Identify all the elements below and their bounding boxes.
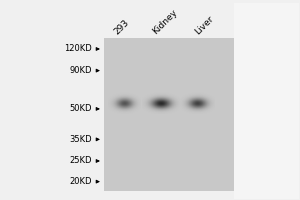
Bar <box>234 3 299 199</box>
Text: Liver: Liver <box>193 14 215 36</box>
Bar <box>104 38 234 191</box>
Text: 90KD: 90KD <box>69 66 92 75</box>
Text: 50KD: 50KD <box>69 104 92 113</box>
Text: 25KD: 25KD <box>69 156 92 165</box>
Text: Kidney: Kidney <box>151 8 179 36</box>
Text: 293: 293 <box>112 18 131 36</box>
Text: 20KD: 20KD <box>69 177 92 186</box>
Text: 120KD: 120KD <box>64 44 92 53</box>
Text: 35KD: 35KD <box>69 135 92 144</box>
